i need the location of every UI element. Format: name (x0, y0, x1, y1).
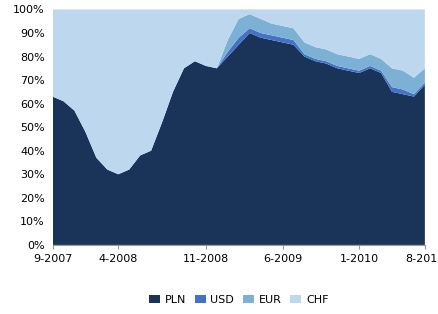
Legend: PLN, USD, EUR, CHF: PLN, USD, EUR, CHF (145, 290, 333, 310)
